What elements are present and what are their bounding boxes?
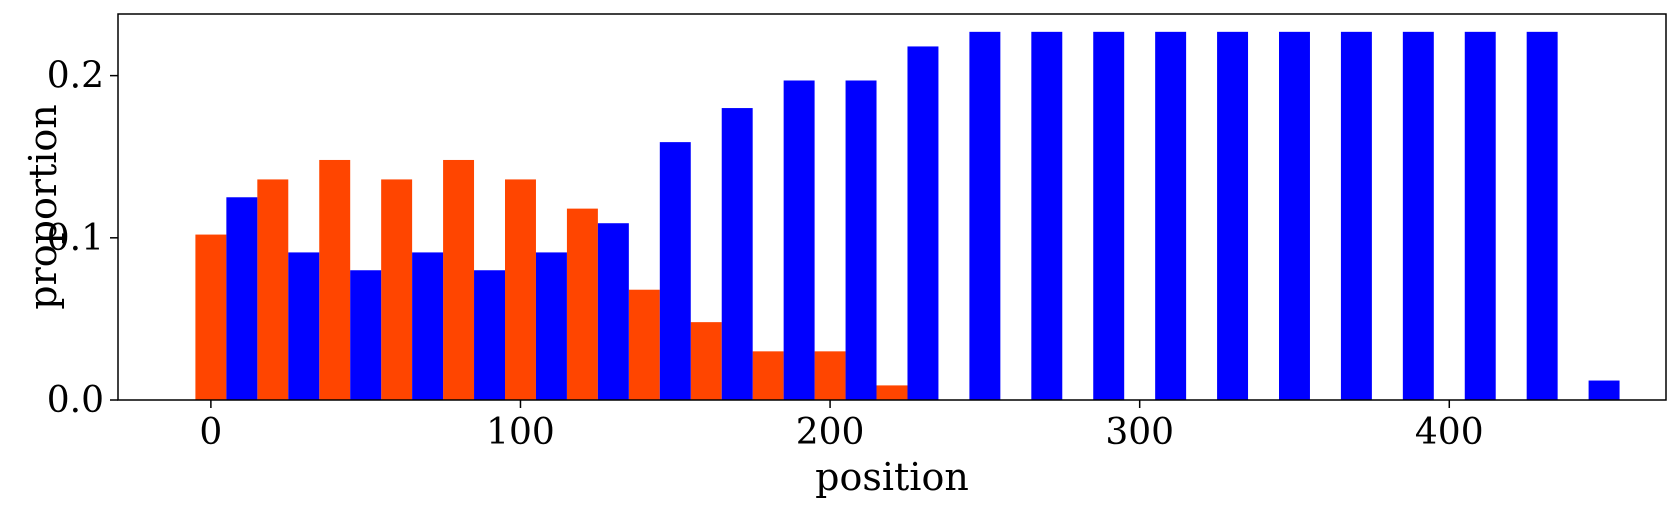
- bar: [783, 80, 815, 401]
- bar: [721, 108, 753, 400]
- bar: [535, 252, 567, 400]
- bar: [1588, 380, 1620, 400]
- bar: [288, 252, 320, 400]
- y-tick-label: 0.2: [47, 56, 104, 97]
- bar: [443, 159, 475, 400]
- bar: [690, 322, 722, 400]
- bar: [1464, 31, 1496, 401]
- bar: [1031, 31, 1063, 401]
- bar: [814, 351, 846, 400]
- bar: [628, 289, 660, 400]
- bar: [1155, 31, 1187, 401]
- y-axis-label: proportion: [21, 104, 65, 310]
- bar: [597, 223, 629, 400]
- x-axis-label: position: [815, 455, 969, 499]
- bar: [566, 208, 598, 400]
- bar: [752, 351, 784, 400]
- bar: [1279, 31, 1310, 401]
- x-tick-label: 0: [199, 412, 222, 453]
- bars-group: [195, 31, 1620, 401]
- bar: [907, 46, 939, 400]
- bar: [381, 179, 413, 400]
- bar: [969, 31, 1001, 401]
- bar: [257, 179, 289, 400]
- x-tick-label: 300: [1105, 412, 1174, 453]
- bar: [319, 159, 351, 400]
- y-tick-label: 0.1: [47, 218, 104, 259]
- plot-frame: [117, 13, 1667, 401]
- bar: [1402, 31, 1434, 401]
- bar: [659, 142, 691, 401]
- bar: [350, 270, 382, 400]
- bar: [474, 270, 505, 400]
- y-tick-label: 0.0: [47, 380, 104, 421]
- bar: [876, 385, 908, 400]
- bar: [226, 197, 258, 400]
- bar: [1217, 31, 1249, 401]
- x-tick-label: 400: [1415, 412, 1484, 453]
- bar: [1093, 31, 1125, 401]
- x-tick-label: 100: [486, 412, 555, 453]
- bar: [1340, 31, 1372, 401]
- bar: [845, 80, 877, 401]
- x-tick-label: 200: [796, 412, 865, 453]
- ticks-group: 0 100 200 300 400 0.0 0.1 0.2: [47, 56, 1484, 453]
- bar: [505, 179, 536, 400]
- bar: [1526, 31, 1558, 401]
- bar: [195, 234, 227, 400]
- bar: [412, 252, 444, 400]
